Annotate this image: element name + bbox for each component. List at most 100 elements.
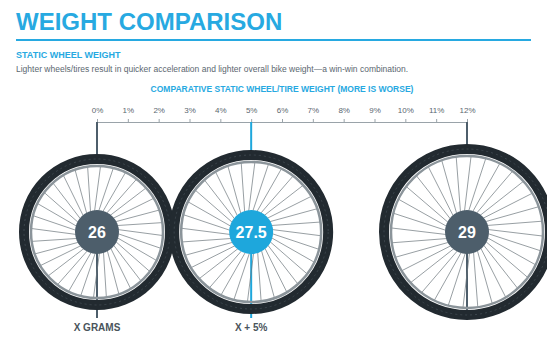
spoke — [185, 241, 238, 255]
spoke — [395, 241, 453, 257]
tick-mark — [282, 119, 283, 122]
chart: WEIGHT COMPARISONSTATIC WHEEL WEIGHTLigh… — [0, 0, 547, 358]
title-rule — [16, 39, 531, 41]
subtitle: STATIC WHEEL WEIGHT — [16, 50, 121, 60]
pointer — [466, 122, 468, 144]
tread — [174, 155, 328, 309]
spoke — [254, 169, 281, 216]
tread — [24, 159, 170, 305]
spoke — [103, 247, 106, 298]
spoke — [467, 158, 486, 216]
rim — [31, 166, 163, 298]
tick: 1% — [123, 106, 135, 122]
tick: 8% — [338, 106, 350, 122]
pointer — [250, 122, 252, 150]
spoke — [113, 229, 163, 236]
spoke — [478, 243, 505, 297]
spoke — [100, 172, 125, 216]
spoke — [112, 238, 150, 271]
spoke — [264, 209, 317, 223]
spoke — [204, 180, 237, 223]
spoke — [478, 193, 532, 220]
spoke — [35, 241, 84, 254]
spoke — [112, 223, 163, 226]
tick-label: 8% — [338, 106, 350, 115]
spoke — [482, 221, 542, 226]
spoke — [228, 166, 242, 219]
axis-line — [98, 119, 468, 123]
spoke — [260, 185, 303, 218]
spoke — [267, 235, 314, 262]
spoke — [434, 248, 464, 301]
spoke — [106, 188, 146, 219]
spoke — [75, 170, 88, 219]
spoke — [428, 167, 455, 221]
spoke — [106, 245, 119, 294]
spoke — [448, 248, 467, 306]
rim — [391, 156, 543, 308]
spoke — [392, 238, 452, 243]
spoke — [110, 241, 141, 281]
hub — [229, 210, 273, 254]
spoke — [69, 248, 94, 292]
tick: 11% — [429, 106, 444, 122]
tread — [384, 149, 547, 315]
tick-label: 0% — [92, 106, 104, 115]
spoke — [251, 164, 268, 216]
category-label: 29 — [458, 224, 476, 241]
spoke — [266, 238, 307, 274]
wheel — [24, 122, 170, 318]
tire — [384, 149, 547, 315]
hub — [75, 210, 119, 254]
plot-area — [24, 122, 547, 318]
pointer — [96, 122, 98, 154]
tire — [24, 159, 170, 305]
spoke — [456, 157, 461, 217]
tire — [174, 155, 328, 309]
tick-label: 2% — [153, 106, 165, 115]
spoke — [266, 222, 321, 226]
spoke — [393, 213, 451, 232]
tick-label: 12% — [459, 106, 475, 115]
annotation: X GRAMS — [74, 322, 121, 333]
category-label: 27.5 — [236, 224, 267, 241]
spoke — [199, 245, 242, 278]
spoke — [48, 245, 88, 276]
hub — [445, 210, 489, 254]
spoke — [398, 199, 451, 229]
spoke — [37, 204, 81, 229]
spoke — [483, 229, 543, 236]
tick-mark — [251, 119, 252, 122]
annotation: X + 5% — [235, 322, 268, 333]
spoke — [241, 163, 245, 218]
spoke — [480, 207, 538, 223]
spoke — [110, 210, 159, 223]
spoke — [476, 245, 492, 303]
tick: 10% — [398, 106, 414, 122]
tick-mark — [405, 119, 406, 122]
tick-label: 7% — [308, 106, 320, 115]
tick-mark — [467, 119, 468, 122]
spoke — [260, 245, 274, 298]
tick-label: 9% — [369, 106, 381, 115]
spoke — [483, 235, 536, 265]
tick: 9% — [369, 106, 381, 122]
tick-label: 4% — [215, 106, 227, 115]
tick-mark — [220, 119, 221, 122]
tick-mark — [128, 119, 129, 122]
spoke — [88, 167, 91, 218]
tick-label: 11% — [429, 106, 444, 115]
tick: 5% — [246, 106, 258, 122]
x-axis: 0%1%2%3%4%5%6%7%8%9%10%11%12% — [92, 106, 476, 123]
tick-mark — [313, 119, 314, 122]
title: WEIGHT COMPARISON — [16, 8, 282, 35]
tick: 6% — [277, 106, 289, 122]
tick-label: 5% — [246, 106, 258, 115]
wheel — [384, 122, 547, 318]
tick: 2% — [153, 106, 165, 122]
spoke — [44, 192, 82, 225]
spoke — [209, 247, 245, 288]
spoke — [470, 163, 500, 216]
spoke — [182, 238, 237, 242]
spoke — [113, 235, 157, 260]
